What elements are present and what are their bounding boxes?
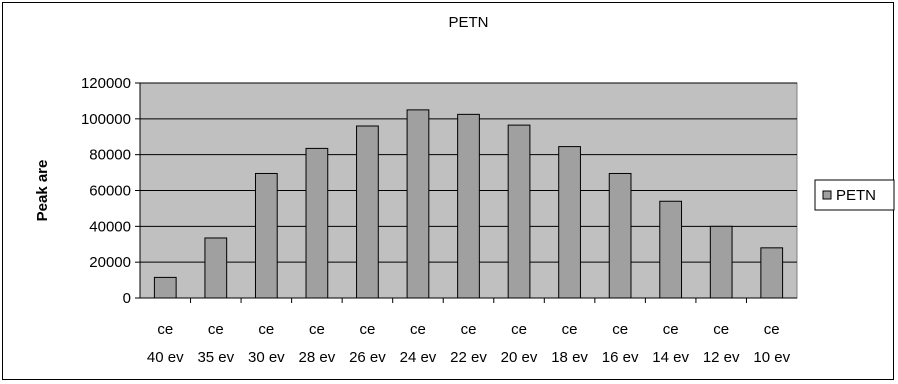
x-tick-label: 20 ev [501, 349, 538, 366]
x-tick-label: 22 ev [450, 349, 487, 366]
y-tick-label: 120000 [81, 75, 131, 92]
x-tick-label: ce [562, 321, 578, 338]
x-tick-label: ce [511, 321, 527, 338]
x-tick-label: ce [663, 321, 679, 338]
bar [659, 200, 683, 299]
x-tick-label: ce [612, 321, 628, 338]
x-tick-label: 14 ev [652, 349, 689, 366]
bars [153, 109, 784, 299]
y-tick-label: 80000 [89, 147, 131, 164]
x-tick-label: 18 ev [551, 349, 588, 366]
legend-swatch [822, 190, 832, 200]
x-tick-label: 24 ev [400, 349, 437, 366]
bar [507, 124, 531, 299]
x-tick-label: 35 ev [197, 349, 234, 366]
x-tick-labels: ce 40 ev ce 35 ev ce 30 ev ce 28 ev ce 26 ev ce 24 … [147, 321, 791, 366]
x-tick-label: 16 ev [602, 349, 639, 366]
y-tick-label: 100000 [81, 111, 131, 128]
legend: PETN [814, 179, 895, 211]
bar [608, 172, 632, 299]
bar [406, 109, 430, 299]
bar [457, 113, 480, 299]
x-tick-label: ce [461, 321, 477, 338]
bar [153, 276, 177, 299]
axes [135, 82, 797, 303]
x-tick-label: 12 ev [703, 349, 740, 366]
x-tick-label: ce [360, 321, 376, 338]
bar [709, 225, 733, 299]
y-tick-label: 20000 [89, 254, 131, 271]
x-tick-label: 10 ev [753, 349, 790, 366]
bar [760, 247, 784, 299]
bar [204, 237, 228, 299]
y-tick-labels: 0 20000 40000 60000 80000 100000 120000 [81, 75, 131, 307]
x-tick-label: 28 ev [299, 349, 336, 366]
chart-frame: PETN Peak are 0 20000 40000 60000 80000 10000… [2, 2, 895, 380]
x-tick-label: 30 ev [248, 349, 285, 366]
x-tick-label: ce [208, 321, 224, 338]
x-tick-label: ce [157, 321, 173, 338]
chart-title: PETN [448, 14, 488, 31]
y-tick-label: 0 [123, 290, 131, 307]
x-tick-label: ce [713, 321, 729, 338]
y-axis-label: Peak are [34, 160, 51, 222]
x-tick-label: 40 ev [147, 349, 184, 366]
legend-label: PETN [836, 187, 876, 204]
x-tick-label: ce [410, 321, 426, 338]
bar-chart: PETN Peak are 0 20000 40000 60000 80000 10000… [34, 14, 895, 366]
x-tick-label: 26 ev [349, 349, 386, 366]
x-tick-label: ce [764, 321, 780, 338]
y-tick-label: 60000 [89, 183, 131, 200]
y-tick-label: 40000 [89, 218, 131, 235]
bar [558, 146, 581, 299]
x-tick-label: ce [258, 321, 274, 338]
bar [305, 147, 329, 299]
bar [254, 172, 278, 299]
bar [356, 125, 379, 299]
x-tick-label: ce [309, 321, 325, 338]
